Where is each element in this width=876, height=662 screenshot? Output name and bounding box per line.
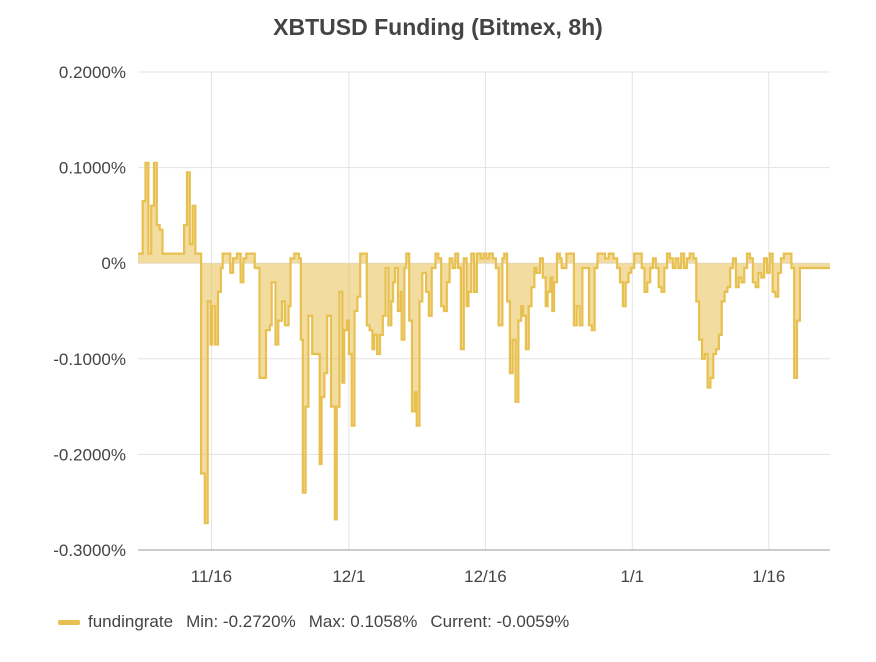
chart-legend[interactable]: fundingrate Min: -0.2720% Max: 0.1058% C… [58,612,569,632]
y-tick-label: -0.3000% [53,541,126,560]
legend-series-name: fundingrate [88,612,174,631]
y-tick-label: 0% [101,254,126,273]
chart-grid [138,71,830,551]
series-line [138,161,830,525]
y-tick-label: 0.1000% [59,159,126,178]
x-tick-label: 12/1 [332,567,365,586]
funding-rate-chart: 0.2000% 0.1000% 0% -0.1000% -0.2000% -0.3000%… [53,63,830,586]
y-tick-label: -0.1000% [53,350,126,369]
chart-title: XBTUSD Funding (Bitmex, 8h) [273,14,603,40]
series-area-fill [138,162,830,524]
x-tick-label: 11/16 [191,567,232,586]
x-tick-label: 12/16 [464,567,507,586]
x-tick-label: 1/16 [752,567,785,586]
legend-current: Current: -0.0059% [430,612,570,631]
legend-swatch [58,619,80,625]
x-tick-label: 1/1 [620,567,644,586]
y-axis-tick-labels: 0.2000% 0.1000% 0% -0.1000% -0.2000% -0.3000% [53,63,126,560]
legend-min: Min: -0.2720% [186,612,296,631]
y-tick-label: -0.2000% [53,445,126,464]
y-tick-label: 0.2000% [59,63,126,82]
series-area [138,161,830,525]
x-axis-tick-labels: 11/16 12/1 12/16 1/1 1/16 [191,567,786,586]
legend-max: Max: 0.1058% [308,612,418,631]
